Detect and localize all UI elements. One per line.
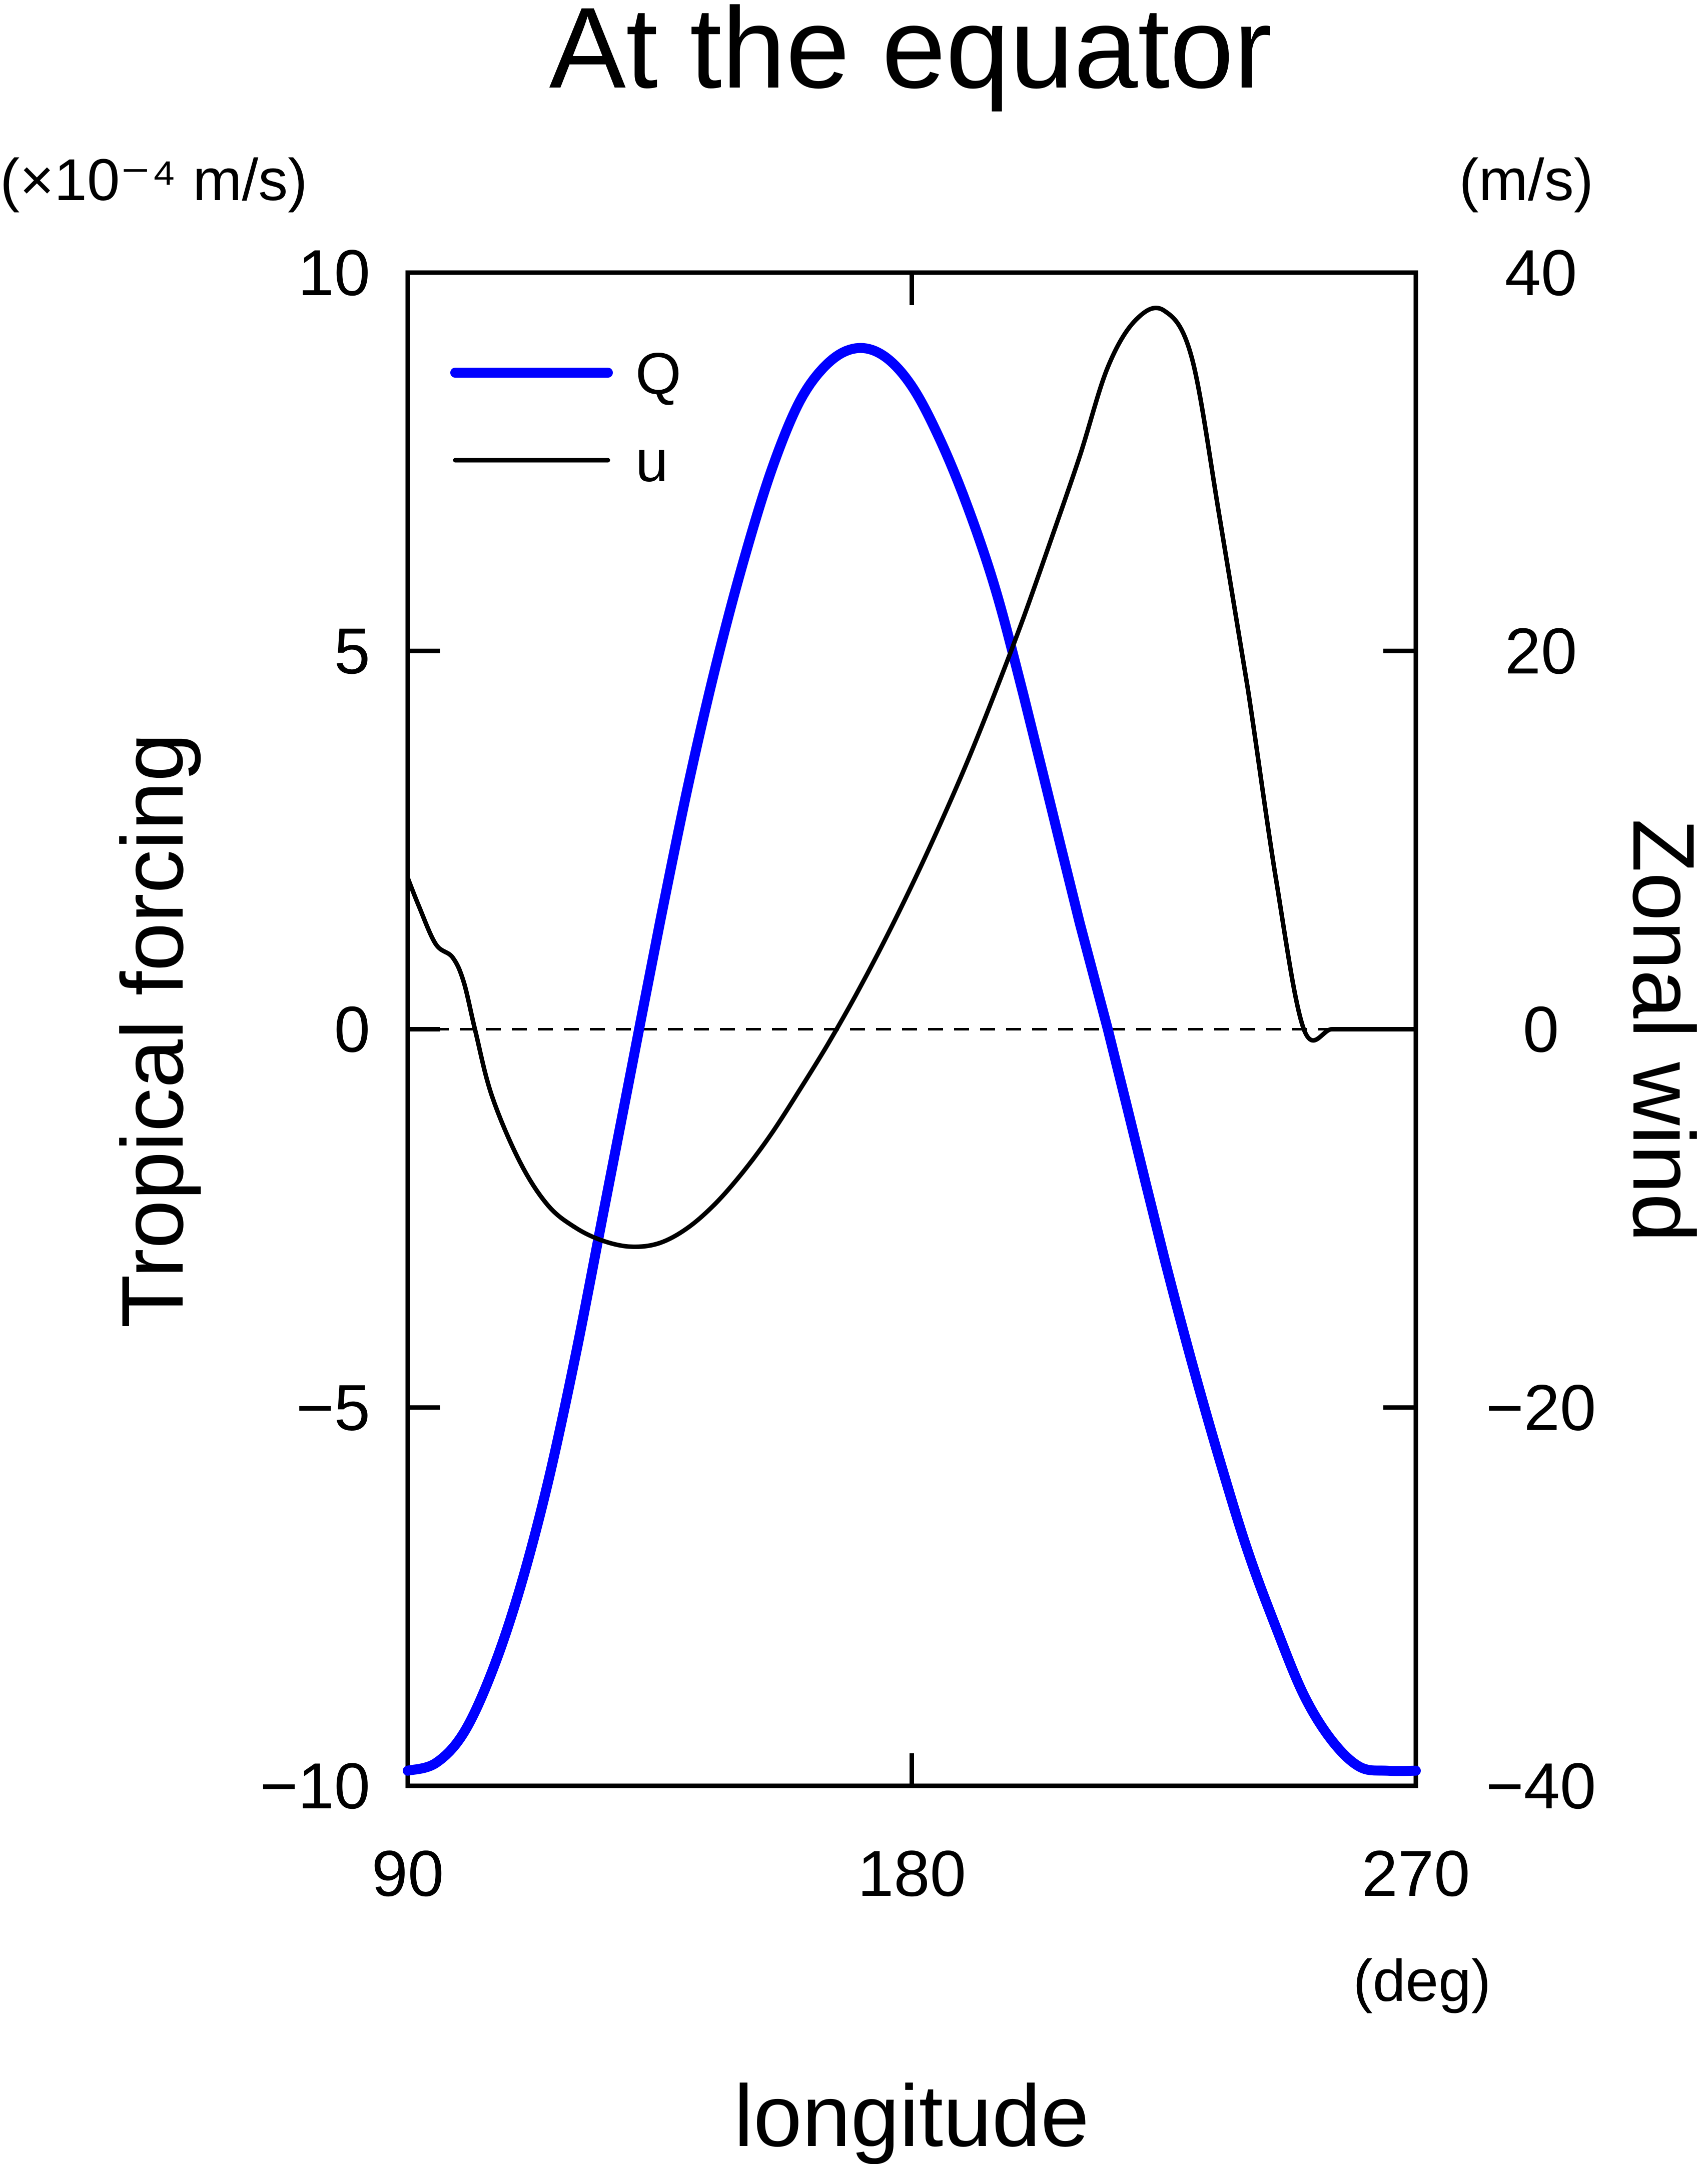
- right-tick-label: 40: [1505, 236, 1577, 309]
- series-line-u: [405, 306, 1418, 1249]
- x-tick-label: 180: [858, 1837, 966, 1910]
- legend-label-q: Q: [635, 341, 681, 407]
- x-axis-unit: (deg): [1353, 1948, 1491, 2014]
- left-tick-label: −10: [260, 1749, 370, 1822]
- right-tick-label: −20: [1486, 1371, 1596, 1444]
- left-tick-label: 10: [298, 236, 370, 309]
- x-tick-label: 270: [1362, 1837, 1470, 1910]
- right-tick-label: −40: [1486, 1749, 1596, 1822]
- left-tick-label: −5: [296, 1371, 370, 1444]
- left-tick-label: 0: [334, 993, 370, 1066]
- legend-label-u: u: [635, 428, 668, 494]
- series-line-q: [403, 343, 1421, 1776]
- right-axis-label: Zonal wind: [1614, 819, 1708, 1242]
- right-tick-label: 20: [1505, 614, 1577, 687]
- plot-area: 10 5 0 −5 −10 40 20 0 −20 −40 90 180 270 Qu: [260, 236, 1596, 1910]
- right-tick-label: 0: [1523, 993, 1559, 1066]
- chart-title: At the equator: [549, 0, 1272, 112]
- x-axis-label: longitude: [734, 2067, 1089, 2164]
- left-axis-unit: (×10⁻⁴ m/s): [0, 147, 308, 213]
- right-axis-unit: (m/s): [1459, 147, 1593, 213]
- left-tick-label: 5: [334, 614, 370, 687]
- x-tick-label: 90: [372, 1837, 444, 1910]
- left-axis-label: Tropical forcing: [104, 733, 202, 1328]
